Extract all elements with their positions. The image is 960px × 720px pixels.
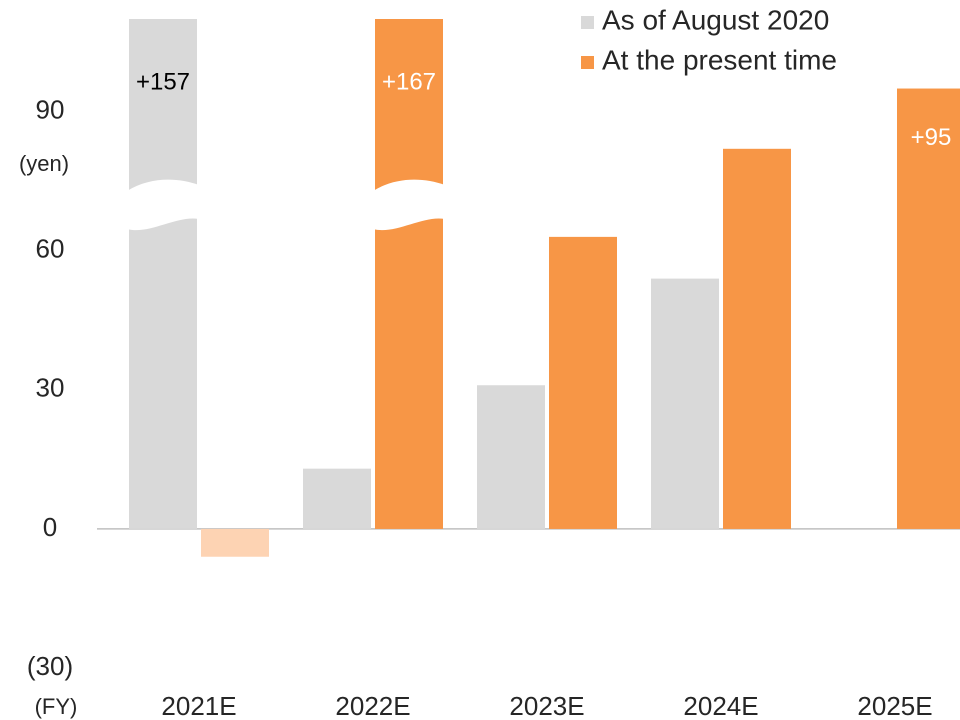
- y-tick-label: (30): [27, 651, 73, 681]
- bar: [723, 148, 791, 529]
- x-tick-label: 2022E: [335, 691, 410, 720]
- y-tick-label: 60: [36, 234, 65, 264]
- x-tick-label: 2025E: [857, 691, 932, 720]
- legend-label: At the present time: [602, 44, 837, 75]
- y-axis-label: (yen): [19, 151, 69, 176]
- y-tick-label: 90: [36, 95, 65, 125]
- x-axis-label: (FY): [35, 694, 78, 719]
- legend-swatch: [581, 16, 594, 29]
- value-label: +167: [382, 68, 436, 95]
- y-tick-label: 0: [43, 512, 57, 542]
- axis-break: [127, 179, 199, 231]
- legend-swatch: [581, 56, 594, 69]
- axis-break: [373, 179, 445, 231]
- value-label: +157: [136, 68, 190, 95]
- value-label: +95: [911, 124, 952, 151]
- bar: [375, 19, 443, 529]
- bar: [201, 528, 269, 557]
- bar: [129, 19, 197, 529]
- bar: [303, 468, 371, 529]
- bar: [897, 88, 960, 529]
- bar: [477, 385, 545, 529]
- legend-label: As of August 2020: [602, 4, 829, 35]
- x-tick-label: 2021E: [161, 691, 236, 720]
- y-tick-label: 30: [36, 373, 65, 403]
- bar: [651, 278, 719, 529]
- bar: [549, 236, 617, 529]
- x-tick-label: 2023E: [509, 691, 584, 720]
- x-tick-label: 2024E: [683, 691, 758, 720]
